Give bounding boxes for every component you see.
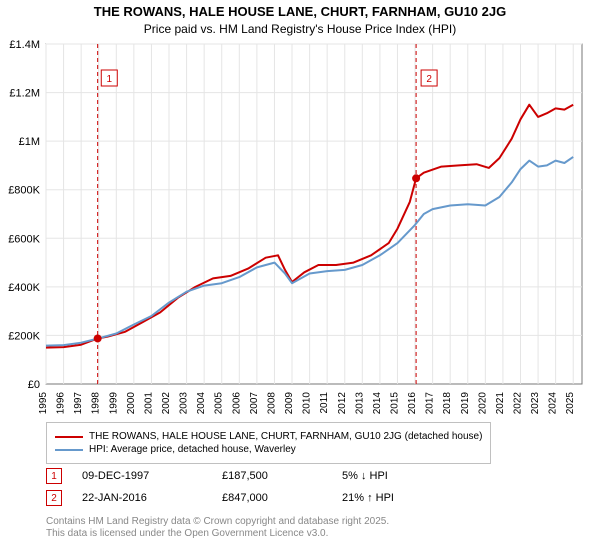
svg-text:2012: 2012 bbox=[337, 392, 348, 415]
legend-label: THE ROWANS, HALE HOUSE LANE, CHURT, FARN… bbox=[89, 431, 482, 442]
svg-text:£1.2M: £1.2M bbox=[9, 88, 40, 100]
svg-text:2025: 2025 bbox=[565, 392, 576, 415]
svg-text:2022: 2022 bbox=[512, 392, 523, 415]
svg-text:£400K: £400K bbox=[8, 282, 40, 294]
svg-text:£0: £0 bbox=[28, 379, 40, 391]
sale-row: 1 09-DEC-1997£187,5005% ↓ HPI bbox=[46, 468, 442, 484]
sale-marker: 2 bbox=[46, 490, 62, 506]
legend-swatch bbox=[55, 436, 83, 438]
svg-text:1998: 1998 bbox=[91, 392, 102, 415]
svg-text:1: 1 bbox=[106, 74, 112, 85]
svg-text:2020: 2020 bbox=[477, 392, 488, 415]
license-line-1: Contains HM Land Registry data © Crown c… bbox=[46, 516, 389, 527]
svg-text:£1M: £1M bbox=[19, 136, 40, 148]
svg-text:2023: 2023 bbox=[530, 392, 541, 415]
svg-text:2008: 2008 bbox=[266, 392, 277, 415]
svg-text:£1.4M: £1.4M bbox=[9, 39, 40, 51]
sale-date: 22-JAN-2016 bbox=[82, 492, 222, 504]
svg-text:2021: 2021 bbox=[495, 392, 506, 415]
svg-text:2011: 2011 bbox=[319, 392, 330, 414]
legend: THE ROWANS, HALE HOUSE LANE, CHURT, FARN… bbox=[46, 422, 491, 464]
svg-text:2017: 2017 bbox=[425, 392, 436, 415]
svg-text:2015: 2015 bbox=[389, 392, 400, 415]
sale-price: £847,000 bbox=[222, 492, 342, 504]
svg-text:2: 2 bbox=[426, 74, 432, 85]
license-line-2: This data is licensed under the Open Gov… bbox=[46, 528, 328, 539]
svg-text:2003: 2003 bbox=[179, 392, 190, 415]
svg-text:2007: 2007 bbox=[249, 392, 260, 415]
svg-text:2000: 2000 bbox=[126, 392, 137, 415]
legend-swatch bbox=[55, 449, 83, 451]
svg-text:2024: 2024 bbox=[548, 392, 559, 415]
svg-text:1997: 1997 bbox=[73, 392, 84, 415]
svg-text:2016: 2016 bbox=[407, 392, 418, 415]
sale-delta: 5% ↓ HPI bbox=[342, 470, 442, 482]
legend-row: HPI: Average price, detached house, Wave… bbox=[55, 444, 482, 455]
svg-text:£600K: £600K bbox=[8, 233, 40, 245]
sale-delta: 21% ↑ HPI bbox=[342, 492, 442, 504]
svg-text:2001: 2001 bbox=[143, 392, 154, 415]
svg-text:2019: 2019 bbox=[460, 392, 471, 415]
sale-marker: 1 bbox=[46, 468, 62, 484]
svg-text:2005: 2005 bbox=[214, 392, 225, 415]
svg-text:1995: 1995 bbox=[38, 392, 49, 415]
svg-text:£200K: £200K bbox=[8, 330, 40, 342]
svg-text:2010: 2010 bbox=[302, 392, 313, 415]
svg-text:2018: 2018 bbox=[442, 392, 453, 415]
legend-label: HPI: Average price, detached house, Wave… bbox=[89, 444, 296, 455]
svg-text:2009: 2009 bbox=[284, 392, 295, 415]
svg-text:£800K: £800K bbox=[8, 185, 40, 197]
sale-row: 2 22-JAN-2016£847,00021% ↑ HPI bbox=[46, 490, 442, 506]
sale-date: 09-DEC-1997 bbox=[82, 470, 222, 482]
svg-text:2002: 2002 bbox=[161, 392, 172, 415]
svg-text:2006: 2006 bbox=[231, 392, 242, 415]
sale-price: £187,500 bbox=[222, 470, 342, 482]
svg-text:2013: 2013 bbox=[354, 392, 365, 415]
svg-text:2004: 2004 bbox=[196, 392, 207, 415]
svg-text:1996: 1996 bbox=[56, 392, 67, 415]
svg-text:1999: 1999 bbox=[108, 392, 119, 415]
svg-text:2014: 2014 bbox=[372, 392, 383, 415]
legend-row: THE ROWANS, HALE HOUSE LANE, CHURT, FARN… bbox=[55, 431, 482, 442]
